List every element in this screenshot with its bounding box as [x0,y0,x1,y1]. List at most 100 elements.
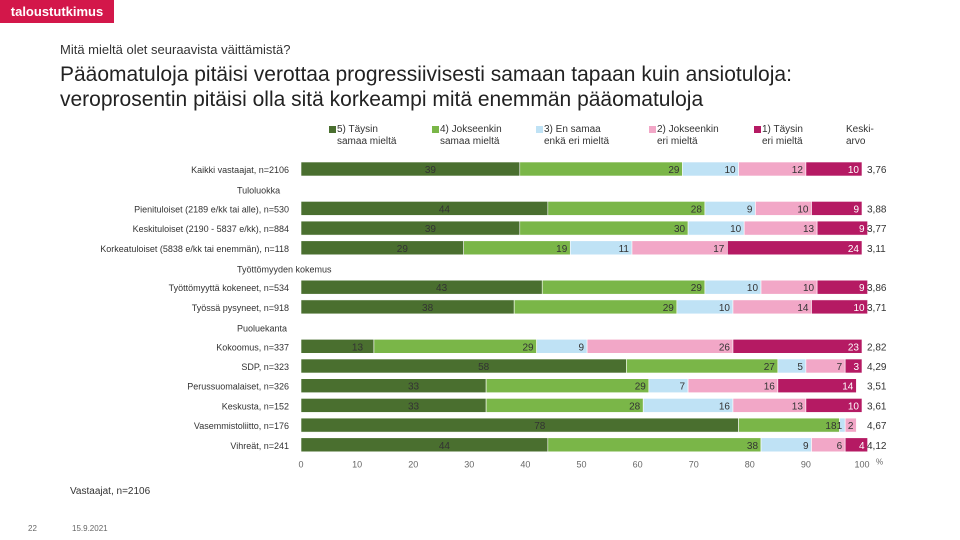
legend-item-5: 5) Täysin samaa mieltä [329,124,396,148]
x-tick-label: 20 [408,460,418,470]
bar-segment [805,398,863,413]
data-label: 17 [713,244,725,255]
x-tick-label: 80 [745,460,755,470]
mean-value: 2,82 [867,342,887,353]
data-label: 10 [853,303,865,314]
mean-value: 3,61 [867,401,887,412]
row-label: Keskituloiset (2190 - 5837 e/kk), n=884 [133,224,289,234]
bar-segment [586,338,734,354]
bar-segment [485,378,650,394]
data-label: 9 [859,224,865,235]
bar-segment [844,358,863,374]
data-label: 29 [668,165,680,176]
data-label: 10 [848,401,860,412]
mean-value: 4,12 [867,441,887,452]
data-label: 13 [352,342,364,353]
row-label: Vasemmistoliitto, n=176 [194,421,289,431]
bar-segment [300,161,521,177]
data-label: 10 [848,165,860,176]
data-label: 28 [629,401,641,412]
data-label: 9 [803,441,809,452]
legend-mean-header: Keski- arvo [846,124,874,148]
data-label: 14 [797,303,809,314]
x-tick-label: 100 [854,460,869,470]
data-label: 12 [792,165,804,176]
mean-value: 3,71 [867,303,887,314]
legend-label-2-line-2: eri mieltä [657,136,698,147]
legend-mean-line-2: arvo [846,136,866,147]
row-label: Pienituloiset (2189 e/kk tai alle), n=53… [134,204,289,214]
row-label: Keskusta, n=152 [222,401,289,411]
row-label: Perussuomalaiset, n=326 [187,382,289,392]
mean-value: 3,88 [867,204,887,215]
bar-segment [513,299,678,315]
row-label: Työssä pysyneet, n=918 [192,303,289,313]
mean-value: 3,51 [867,382,887,393]
data-label: 33 [408,382,420,393]
data-label: 9 [747,204,753,215]
group-heading: Puoluekanta [237,324,287,334]
data-label: 24 [848,244,860,255]
data-label: 39 [425,165,437,176]
data-label: 6 [837,441,843,452]
data-label: 11 [619,244,630,255]
legend-mean-line-1: Keski- [846,124,874,135]
x-tick-label: 40 [520,460,530,470]
data-label: 38 [747,441,759,452]
bar-segment [732,338,863,354]
bar-segment [738,417,840,433]
legend-swatch-3 [536,126,543,133]
legend-swatch-4 [432,126,439,133]
data-label: 19 [556,244,568,255]
bar-segment [541,279,706,295]
bar-segment [300,378,487,394]
data-label: 29 [691,283,703,294]
mean-value: 3,86 [867,283,887,294]
data-label: 7 [680,382,686,393]
data-label: 23 [848,342,860,353]
data-label: 9 [853,204,859,215]
mean-value: 4,67 [867,421,887,432]
legend-label-1-line-1: 1) Täysin [762,124,803,135]
data-label: 3 [853,362,859,373]
x-tick-label: 0 [298,460,303,470]
x-tick-label: 30 [464,460,474,470]
chart-title-line-2: veroprosentin pitäisi olla sitä korkeamp… [60,88,704,111]
x-tick-label: 60 [633,460,643,470]
bar-segment [844,437,868,453]
data-label: 10 [747,283,759,294]
bar-segment [626,358,779,374]
data-label: 10 [803,283,815,294]
data-label: 39 [425,224,437,235]
chart-title: Pääomatuloja pitäisi verottaa progressii… [60,62,940,112]
data-label: 27 [764,362,776,373]
bar-segment [727,240,863,256]
bar-segment [300,201,549,216]
data-label: 78 [534,421,546,432]
row-label: Vihreät, n=241 [230,441,289,451]
data-label: 28 [691,204,703,215]
bar-segment [373,338,537,354]
mean-value: 3,11 [867,244,886,255]
legend-item-1: 1) Täysin eri mieltä [754,124,803,148]
row-label: Korkeatuloiset (5838 e/kk tai enemmän), … [100,244,289,254]
legend-label-5-line-1: 5) Täysin [337,124,378,135]
bar-segment [463,240,571,256]
data-label: 1 [837,421,843,432]
data-label: 29 [663,303,675,314]
question-subtitle: Mitä mieltä olet seuraavista väittämistä… [60,42,291,57]
bar-segment [547,201,706,216]
data-label: 9 [859,283,865,294]
data-label: 16 [719,401,731,412]
bar-segment [300,437,549,453]
mean-value: 3,77 [867,224,887,235]
row-label: Kaikki vastaajat, n=2106 [191,165,289,175]
legend-label-4-line-2: samaa mieltä [440,136,500,147]
respondents-footnote: Vastaajat, n=2106 [70,486,151,497]
x-axis-unit: % [876,458,883,467]
data-label: 43 [436,283,448,294]
legend-label-4-line-1: 4) Jokseenkin [440,124,502,135]
legend-item-2: 2) Jokseenkin eri mieltä [649,124,719,148]
bar-segment [300,279,543,295]
